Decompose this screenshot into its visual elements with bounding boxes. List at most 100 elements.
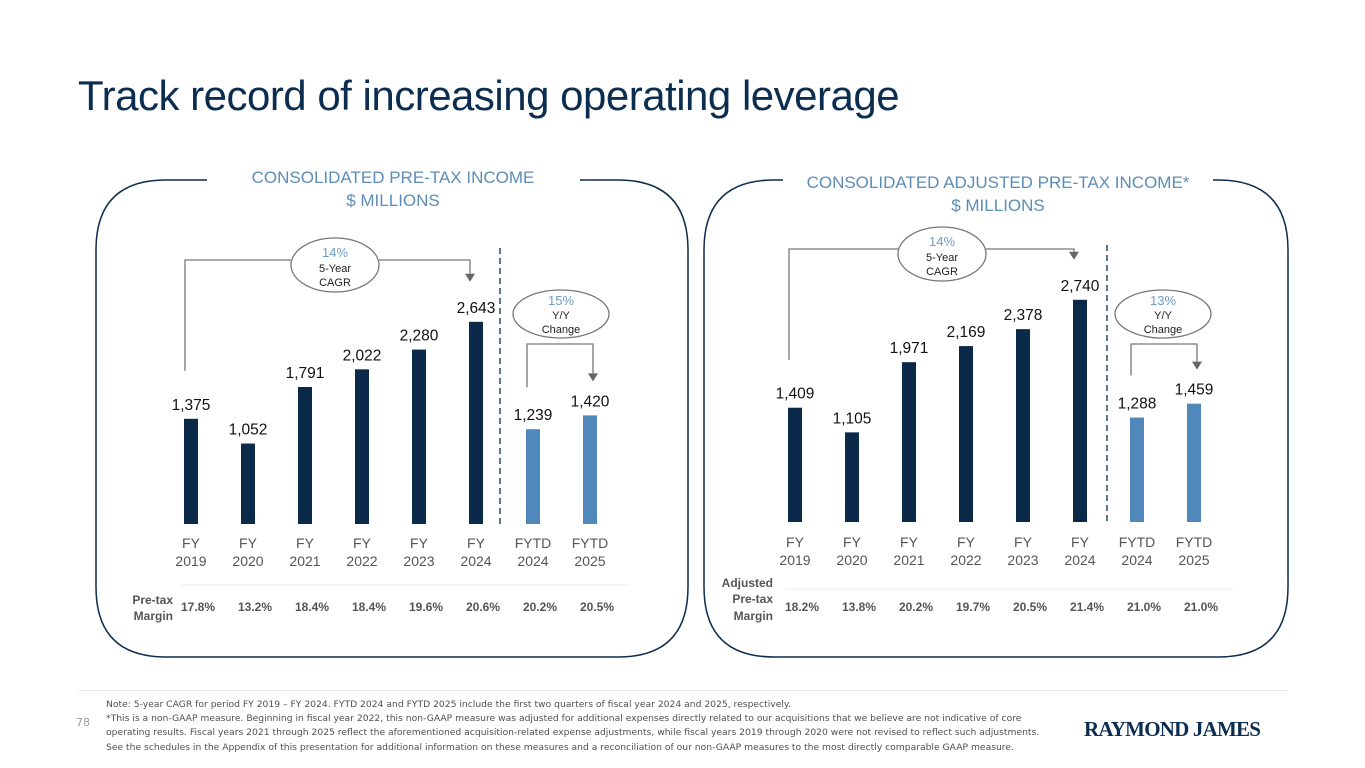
bar — [469, 321, 483, 524]
bar — [788, 407, 802, 522]
margin-value: 20.5% — [1013, 600, 1047, 614]
yoy-label: Change — [1144, 324, 1183, 336]
footnote-line: See the schedules in the Appendix of thi… — [106, 741, 1014, 753]
x-tick-label: 2021 — [289, 553, 320, 569]
cagr-value: 14% — [322, 245, 348, 260]
arrow-down-icon — [465, 273, 475, 282]
cagr-label: 5-Year — [926, 252, 958, 264]
x-tick-label: 2023 — [1007, 552, 1038, 568]
data-label: 1,791 — [286, 365, 325, 382]
x-tick-label: 2025 — [1178, 552, 1209, 568]
x-tick-label: 2024 — [1121, 552, 1152, 568]
margin-row-label: Adjusted — [722, 576, 773, 590]
data-label: 1,971 — [890, 340, 929, 357]
x-tick-label: 2019 — [175, 553, 206, 569]
footnote-line: *This is a non-GAAP measure. Beginning i… — [106, 713, 1022, 725]
yoy-value: 15% — [548, 293, 574, 308]
margin-row-label: Pre-tax — [132, 593, 173, 607]
bar — [583, 415, 597, 524]
x-tick-label: FY — [900, 534, 919, 550]
bar — [184, 418, 198, 524]
data-label: 1,375 — [172, 397, 211, 414]
x-tick-label: FY — [296, 535, 315, 551]
chart-subtitle: $ MILLIONS — [951, 196, 1045, 215]
bar — [526, 429, 540, 524]
x-tick-label: FY — [957, 534, 976, 550]
x-tick-label: FYTD — [572, 535, 609, 551]
margin-value: 19.7% — [956, 600, 990, 614]
cagr-value: 14% — [929, 234, 955, 249]
yoy-bubble — [1114, 289, 1212, 339]
yoy-bubble — [512, 289, 610, 339]
margin-value: 21.0% — [1127, 600, 1161, 614]
footnote-line: operating results. Fiscal years 2021 thr… — [106, 727, 1040, 739]
margin-value: 20.6% — [466, 600, 500, 614]
margin-row-label: Margin — [734, 609, 773, 623]
x-tick-label: 2021 — [893, 552, 924, 568]
margin-value: 20.5% — [580, 600, 614, 614]
x-tick-label: 2024 — [517, 553, 548, 569]
footnotes: Note: 5-year CAGR for period FY 2019 – F… — [106, 698, 1086, 755]
footer-divider — [78, 690, 1288, 691]
yoy-value: 13% — [1150, 293, 1176, 308]
cagr-bubble — [897, 226, 987, 282]
margin-value: 17.8% — [181, 600, 215, 614]
x-tick-label: FYTD — [1119, 534, 1156, 550]
x-tick-label: 2023 — [403, 553, 434, 569]
margin-value: 20.2% — [523, 600, 557, 614]
margin-value: 18.4% — [295, 600, 329, 614]
margin-value: 19.6% — [409, 600, 443, 614]
cagr-label: CAGR — [319, 277, 351, 289]
x-tick-label: FY — [786, 534, 805, 550]
arrow-down-icon — [1069, 251, 1079, 260]
bar — [845, 432, 859, 522]
chart-title: CONSOLIDATED ADJUSTED PRE-TAX INCOME* — [807, 173, 1190, 192]
data-label: 1,288 — [1118, 396, 1157, 413]
x-tick-label: FY — [239, 535, 258, 551]
margin-value: 21.0% — [1184, 600, 1218, 614]
data-label: 1,052 — [229, 422, 268, 439]
x-tick-label: 2019 — [779, 552, 810, 568]
x-tick-label: 2020 — [232, 553, 263, 569]
bar — [412, 349, 426, 524]
bar — [241, 443, 255, 524]
bar — [902, 362, 916, 522]
chart-subtitle: $ MILLIONS — [346, 191, 440, 210]
data-label: 2,378 — [1004, 307, 1043, 324]
x-tick-label: FY — [182, 535, 201, 551]
yoy-label: Change — [542, 324, 581, 336]
margin-value: 21.4% — [1070, 600, 1104, 614]
yoy-label: Y/Y — [552, 310, 570, 322]
cagr-bracket-line — [184, 259, 291, 371]
x-tick-label: 2024 — [460, 553, 491, 569]
bar — [1016, 329, 1030, 522]
x-tick-label: 2025 — [574, 553, 605, 569]
data-label: 2,643 — [457, 300, 496, 317]
arrow-down-icon — [1192, 361, 1202, 370]
x-tick-label: FY — [410, 535, 429, 551]
cagr-label: CAGR — [926, 266, 958, 278]
margin-value: 13.2% — [238, 600, 272, 614]
bar — [355, 369, 369, 524]
margin-row-label: Margin — [134, 609, 173, 623]
bar — [1130, 417, 1144, 522]
page-title: Track record of increasing operating lev… — [78, 72, 900, 119]
bar — [298, 386, 312, 524]
yoy-bracket-line — [526, 343, 594, 388]
arrow-down-icon — [588, 373, 598, 382]
x-tick-label: FY — [467, 535, 486, 551]
data-label: 2,169 — [947, 324, 986, 341]
margin-value: 18.4% — [352, 600, 386, 614]
data-label: 1,239 — [514, 407, 553, 424]
raymond-james-logo: RAYMOND JAMES — [1084, 717, 1261, 741]
x-tick-label: 2022 — [950, 552, 981, 568]
x-tick-label: FY — [1014, 534, 1033, 550]
cagr-bracket-line — [986, 248, 1075, 252]
yoy-bracket-line — [1130, 343, 1198, 376]
data-label: 1,420 — [571, 393, 610, 410]
bar — [1073, 299, 1087, 522]
chart-title: CONSOLIDATED PRE-TAX INCOME — [252, 168, 535, 187]
bar — [959, 346, 973, 522]
panel-border — [95, 179, 689, 658]
cagr-label: 5-Year — [319, 263, 351, 275]
